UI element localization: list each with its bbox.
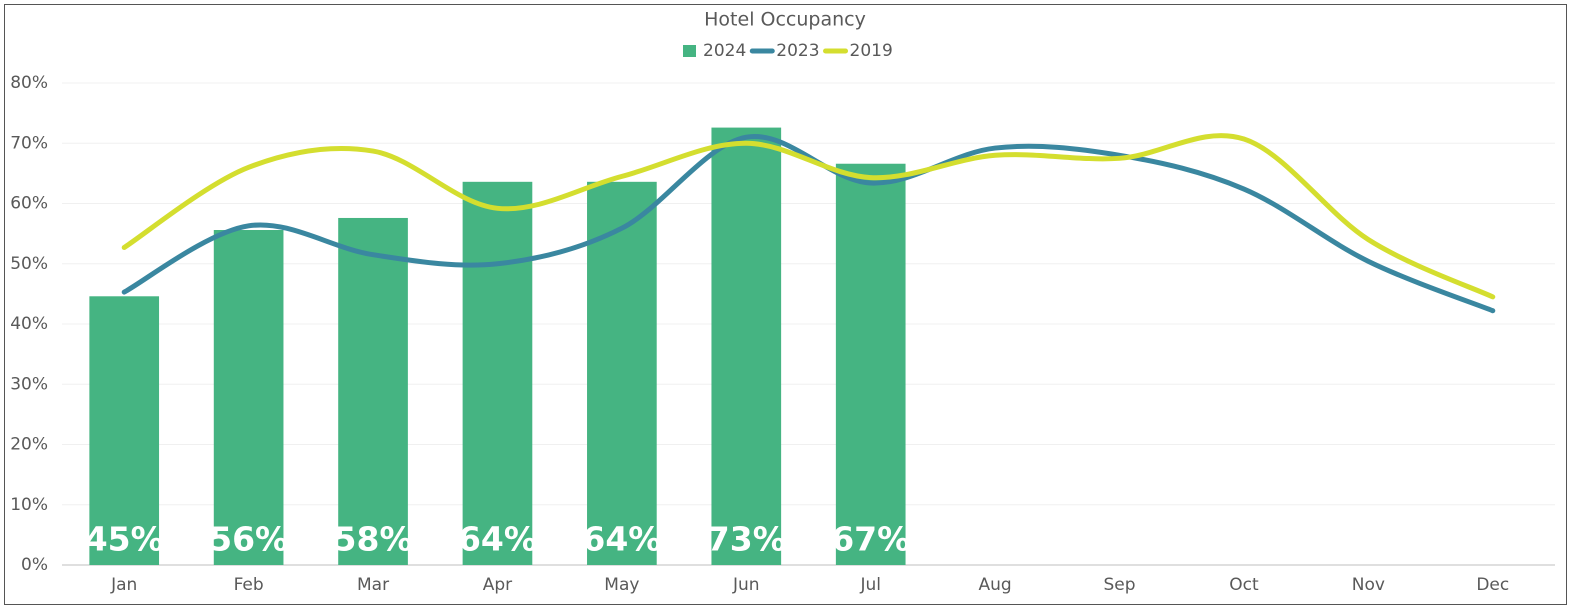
y-tick-label: 60% bbox=[10, 194, 48, 214]
y-tick-label: 20% bbox=[10, 435, 48, 455]
data-label: 64% bbox=[582, 520, 661, 559]
bar bbox=[587, 181, 657, 565]
bar bbox=[835, 163, 906, 566]
data-label: 45% bbox=[85, 520, 164, 559]
y-tick-label: 40% bbox=[10, 314, 48, 334]
data-label: 73% bbox=[707, 520, 786, 559]
x-tick-label: Nov bbox=[1352, 575, 1385, 595]
chart-title: Hotel Occupancy bbox=[704, 9, 866, 31]
legend-label: 2024 bbox=[703, 41, 746, 61]
y-tick-label: 50% bbox=[10, 254, 48, 274]
line bbox=[121, 133, 1496, 314]
x-tick-label: Jul bbox=[859, 575, 881, 595]
legend-label: 2023 bbox=[776, 41, 819, 61]
y-tick-label: 10% bbox=[10, 495, 48, 515]
x-tick-label: Mar bbox=[357, 575, 389, 595]
chart-frame bbox=[4, 4, 1567, 605]
x-tick-label: Apr bbox=[483, 575, 512, 595]
data-label: 67% bbox=[831, 520, 910, 559]
y-tick-label: 30% bbox=[10, 374, 48, 394]
legend-swatch bbox=[683, 45, 696, 57]
x-tick-label: Sep bbox=[1104, 575, 1136, 595]
x-tick-label: Aug bbox=[979, 575, 1012, 595]
bar bbox=[89, 296, 160, 565]
x-tick-label: Jan bbox=[110, 575, 137, 595]
x-tick-label: Dec bbox=[1476, 575, 1509, 595]
x-tick-label: Oct bbox=[1229, 575, 1259, 595]
bar bbox=[213, 230, 284, 565]
x-tick-label: Feb bbox=[234, 575, 264, 595]
y-tick-label: 80% bbox=[10, 73, 48, 93]
bar bbox=[462, 181, 533, 565]
x-tick-label: May bbox=[604, 575, 639, 595]
data-label: 58% bbox=[334, 520, 413, 559]
y-tick-label: 70% bbox=[10, 133, 48, 153]
data-label: 64% bbox=[458, 520, 537, 559]
bar bbox=[711, 127, 782, 566]
data-label: 56% bbox=[209, 520, 288, 559]
y-tick-label: 0% bbox=[21, 555, 48, 575]
legend-label: 2019 bbox=[850, 41, 893, 61]
line bbox=[121, 133, 1496, 300]
x-tick-label: Jun bbox=[732, 575, 760, 595]
bar bbox=[338, 217, 408, 565]
